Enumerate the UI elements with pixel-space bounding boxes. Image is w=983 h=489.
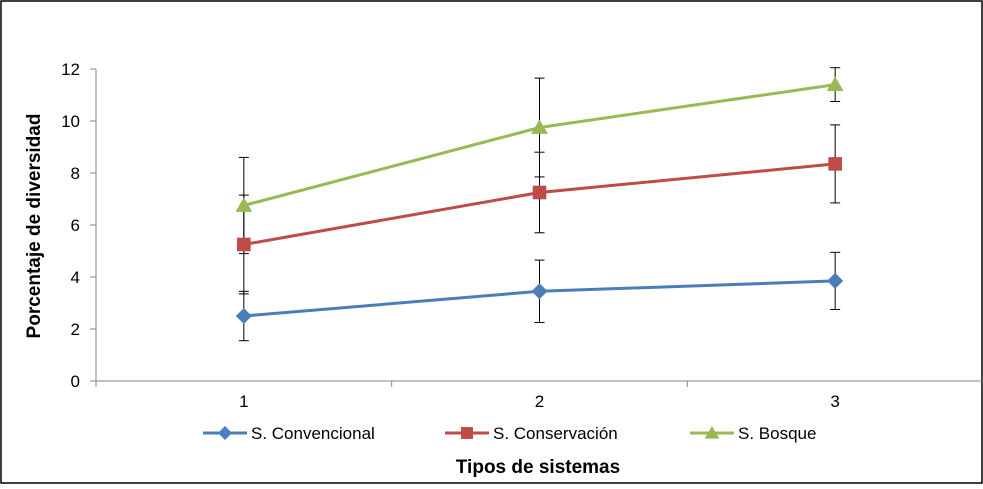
x-axis-label: Tipos de sistemas	[456, 457, 620, 478]
y-tick-label: 12	[61, 60, 80, 79]
legend-marker	[461, 427, 473, 439]
x-tick-label: 2	[535, 392, 544, 411]
y-tick-label: 4	[71, 268, 80, 287]
y-tick-label: 8	[71, 164, 80, 183]
legend-marker	[218, 426, 232, 440]
legend-marker	[704, 426, 720, 439]
y-tick-label: 0	[71, 372, 80, 391]
data-point-s-convencional	[827, 272, 844, 289]
y-tick-label: 2	[71, 320, 80, 339]
data-point-s-bosque	[531, 119, 548, 134]
y-tick-label: 10	[61, 112, 80, 131]
data-point-s-convencional	[235, 308, 252, 324]
y-tick-label: 6	[71, 216, 80, 235]
legend-label: S. Conservación	[493, 424, 618, 443]
data-point-s-conservacion	[237, 237, 251, 252]
legend-label: S. Convencional	[251, 424, 375, 443]
data-point-s-convencional	[531, 283, 548, 300]
data-point-s-bosque	[826, 76, 844, 91]
data-point-s-conservacion	[828, 157, 842, 171]
x-tick-label: 1	[239, 392, 248, 411]
x-tick-label: 3	[830, 392, 839, 411]
data-point-s-bosque	[235, 197, 253, 212]
legend-label: S. Bosque	[738, 424, 816, 443]
y-axis-label: Porcentaje de diversidad	[24, 114, 45, 339]
data-point-s-conservacion	[532, 185, 547, 200]
